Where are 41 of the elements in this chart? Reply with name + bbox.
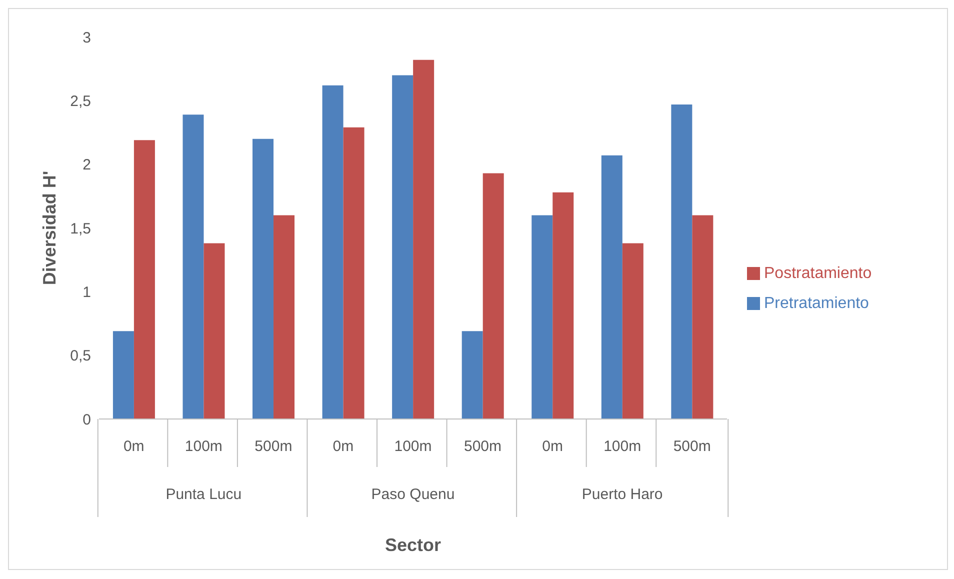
x-tick-label: 100m	[604, 438, 642, 455]
x-tick-label: 0m	[332, 438, 354, 455]
legend-label: Pretratamiento	[764, 295, 869, 312]
bar	[601, 155, 622, 419]
bar	[322, 85, 344, 419]
y-tick-label: 0,5	[70, 348, 91, 365]
text: Paso Quenu	[371, 486, 455, 503]
bar	[204, 243, 225, 419]
y-tick-label: 2,5	[70, 92, 91, 110]
bar	[274, 215, 295, 419]
x-tick-label: 500m	[464, 438, 502, 455]
bar	[532, 215, 553, 419]
y-tick-label: 1	[82, 284, 91, 301]
bar	[392, 75, 414, 419]
x-tick-label: 100m	[184, 438, 222, 455]
bar	[182, 114, 204, 419]
y-tick-label: 0	[82, 411, 91, 428]
bar	[343, 127, 364, 419]
x-tick-label: 500m	[673, 438, 711, 455]
x-tick-label: 0m	[542, 438, 563, 455]
bar	[413, 60, 434, 419]
x-tick-label: 500m	[254, 438, 292, 455]
x-tick-label: 0m	[123, 438, 144, 455]
bar	[692, 215, 714, 419]
bar	[112, 331, 134, 419]
legend-label: Postratamiento	[764, 265, 872, 282]
bar	[552, 192, 574, 419]
bar	[622, 243, 644, 419]
text: Puerto Haro	[582, 486, 663, 503]
y-axis-title: Diversidad H'	[39, 170, 60, 286]
text: Punta Lucu	[166, 486, 242, 503]
y-tick-label: 2	[82, 156, 91, 174]
bar	[671, 104, 692, 419]
bar	[252, 138, 274, 419]
bar	[462, 331, 483, 419]
bar	[482, 173, 504, 419]
y-tick-label: 3	[82, 29, 91, 46]
x-tick-label: 100m	[394, 438, 432, 455]
bar	[134, 140, 155, 419]
y-tick-label: 1,5	[70, 220, 91, 238]
x-axis-title: Sector	[384, 535, 442, 555]
